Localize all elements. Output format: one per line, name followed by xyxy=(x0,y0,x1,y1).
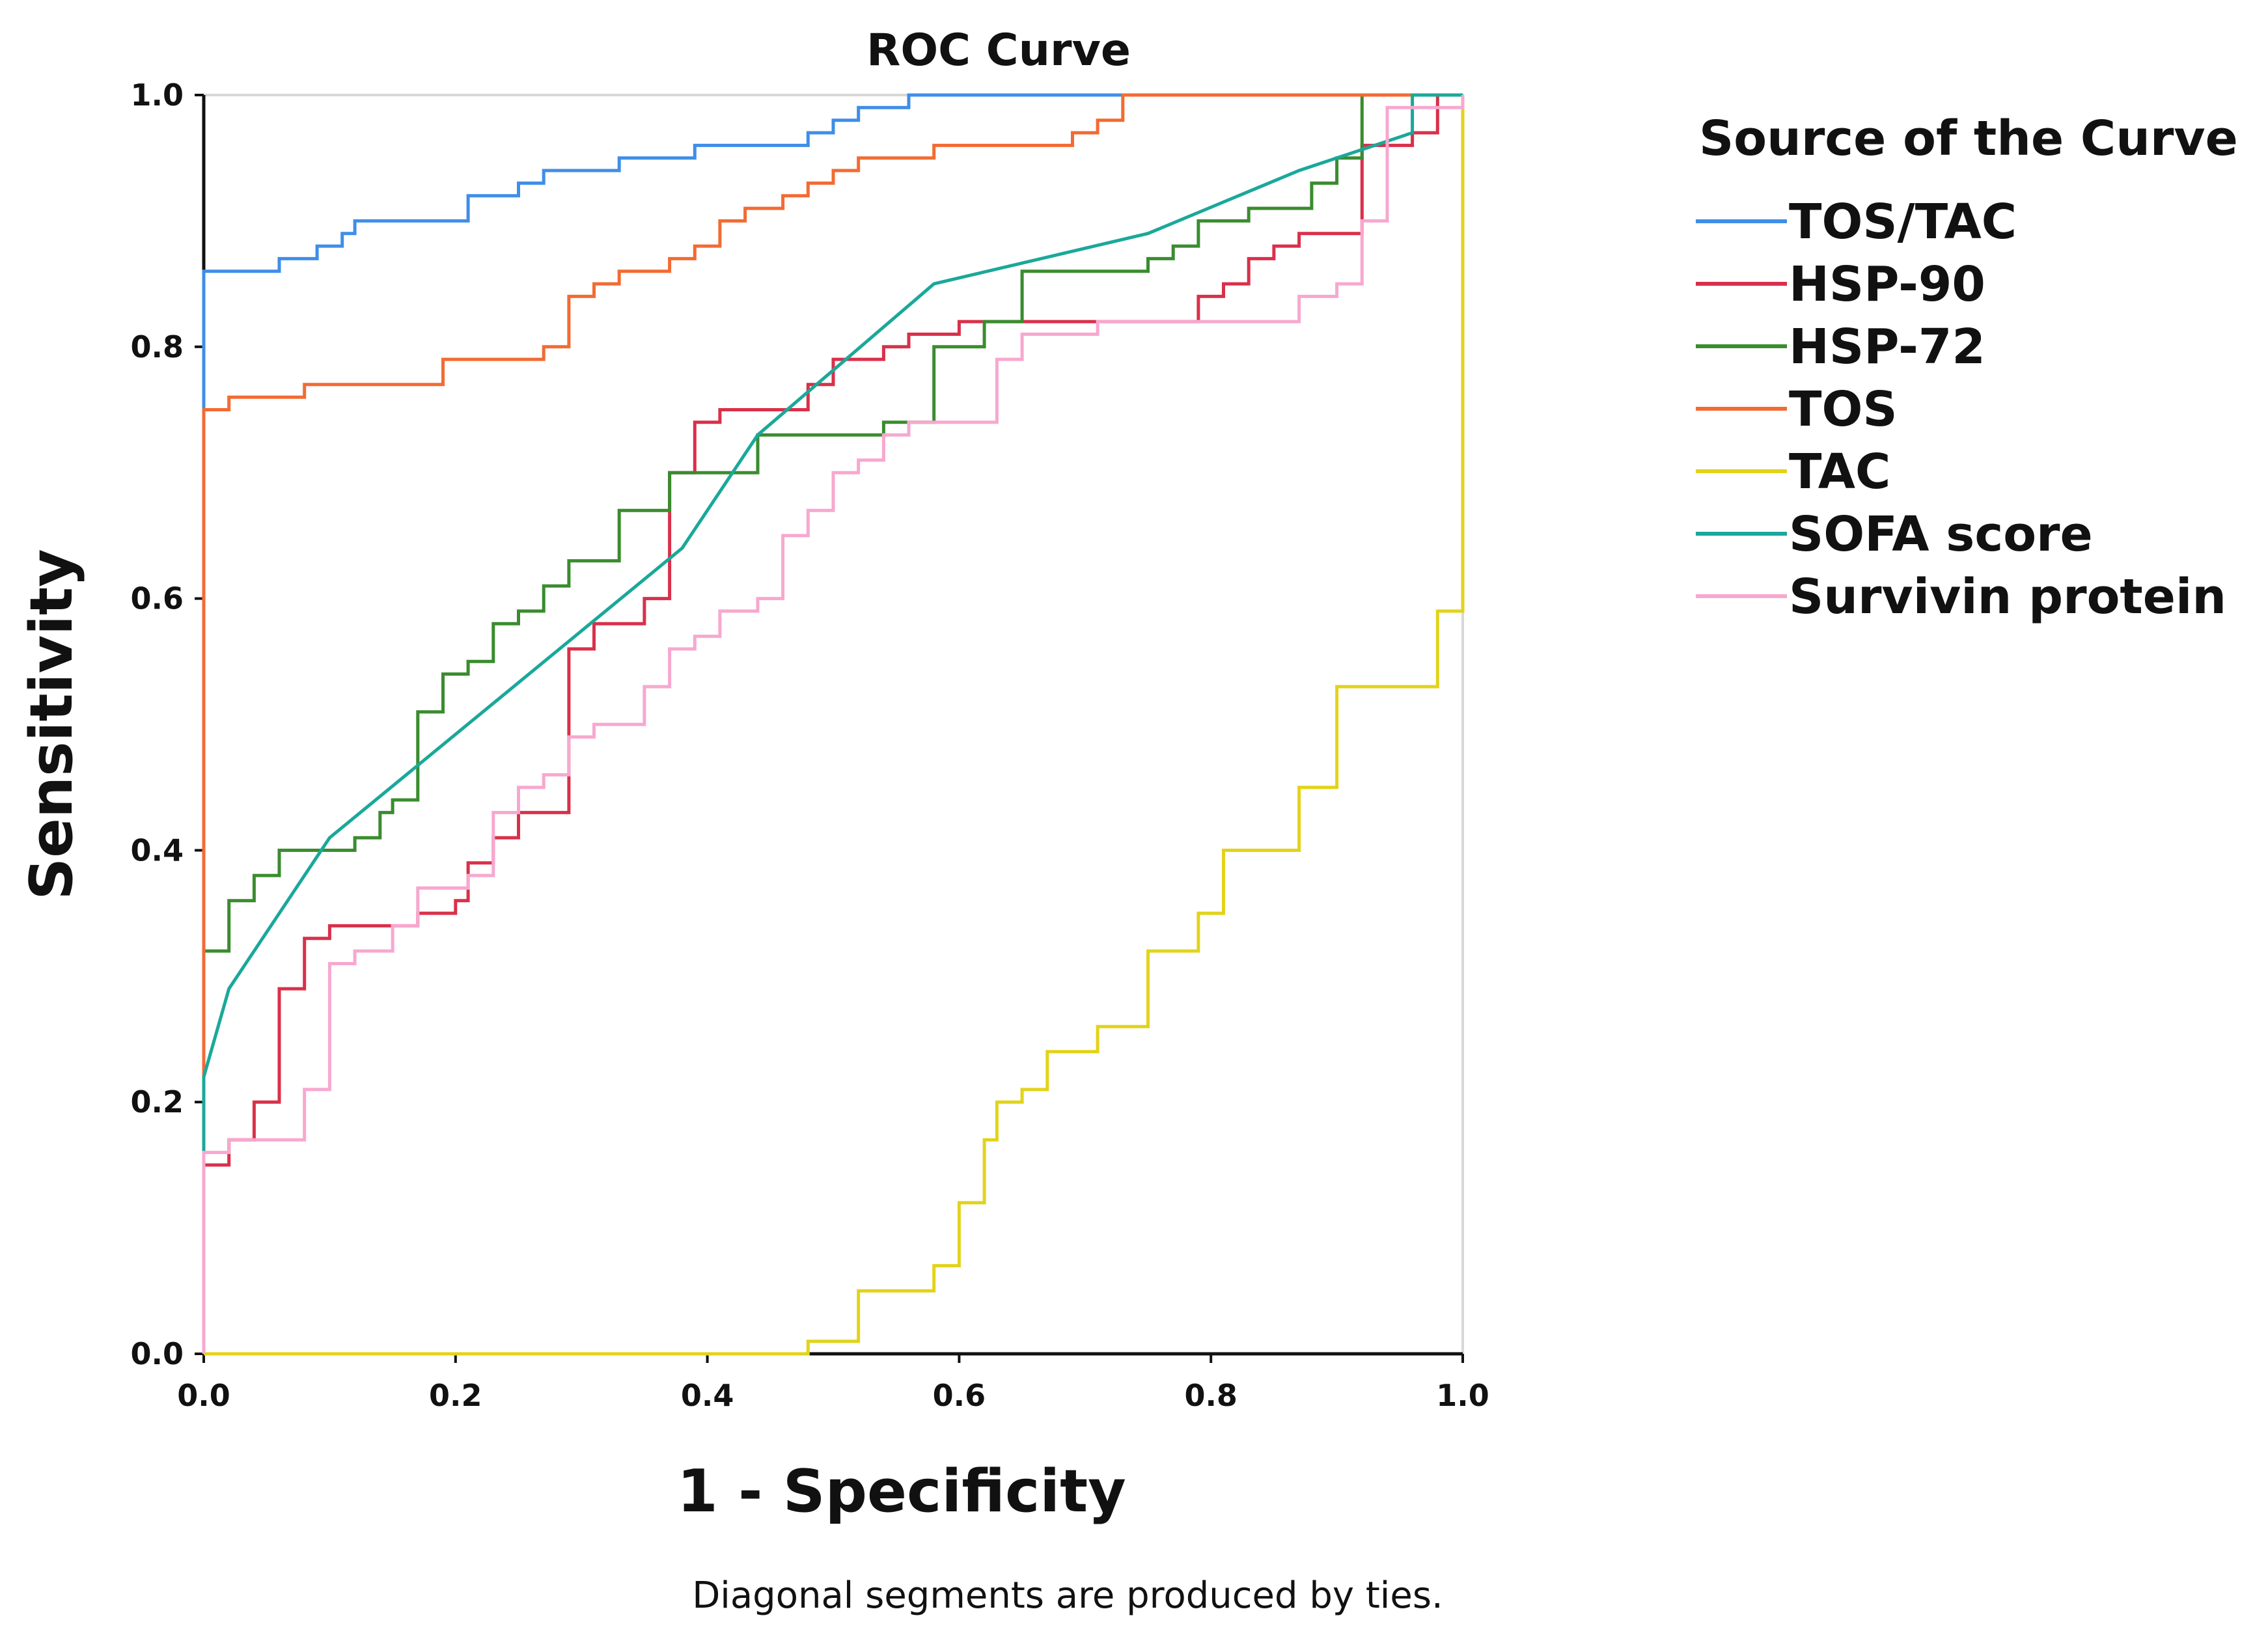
ties-note: Diagonal segments are produced by ties. xyxy=(692,1574,1443,1617)
legend-label-sofa-score: SOFA score xyxy=(1789,506,2093,562)
series-line-tac xyxy=(204,95,1465,1356)
legend-label-hsp-72: HSP-72 xyxy=(1789,319,1985,375)
legend-title: Source of the Curve xyxy=(1699,111,2238,167)
plot-frame xyxy=(202,94,1464,1355)
legend-label-tac: TAC xyxy=(1789,444,1890,500)
series-line-sofa-score xyxy=(202,93,1463,1153)
y-axis-ticks: 0.0 0.2 0.4 0.6 0.8 1.0 xyxy=(131,77,204,1371)
x-axis-label: 1 - Specificity xyxy=(677,1457,1126,1526)
series-line-tos-tac xyxy=(202,93,1463,410)
y-tick-label: 0.6 xyxy=(131,581,184,616)
legend: Source of the Curve TOS/TAC HSP-90 HSP-72 T… xyxy=(1696,111,2238,625)
x-axis-ticks: 0.0 0.2 0.4 0.6 0.8 1.0 xyxy=(177,1354,1489,1413)
x-tick-label: 0.4 xyxy=(681,1378,734,1413)
x-tick-label: 0.8 xyxy=(1184,1378,1238,1413)
series-line-hsp-72 xyxy=(204,93,1463,953)
y-axis-label: Sensitivity xyxy=(18,549,86,900)
legend-label-tos-tac: TOS/TAC xyxy=(1789,194,2017,250)
legend-label-hsp-90: HSP-90 xyxy=(1789,256,1985,312)
y-tick-label: 1.0 xyxy=(131,77,184,113)
series-line-tos xyxy=(202,93,1463,1354)
chart-title: ROC Curve xyxy=(866,25,1131,76)
y-tick-label: 0.2 xyxy=(131,1084,184,1120)
x-tick-label: 0.2 xyxy=(429,1378,482,1413)
x-tick-label: 0.6 xyxy=(933,1378,986,1413)
roc-series-lines xyxy=(202,93,1465,1356)
x-tick-label: 0.0 xyxy=(177,1378,230,1413)
legend-label-tos: TOS xyxy=(1789,381,1898,437)
legend-label-survivin-protein: Survivin protein xyxy=(1789,569,2226,625)
y-tick-label: 0.0 xyxy=(131,1336,184,1371)
y-tick-label: 0.4 xyxy=(131,832,184,868)
series-line-survivin-protein xyxy=(202,95,1465,1354)
series-line-hsp-90 xyxy=(204,93,1463,1167)
x-tick-label: 1.0 xyxy=(1436,1378,1489,1413)
y-tick-label: 0.8 xyxy=(131,329,184,364)
